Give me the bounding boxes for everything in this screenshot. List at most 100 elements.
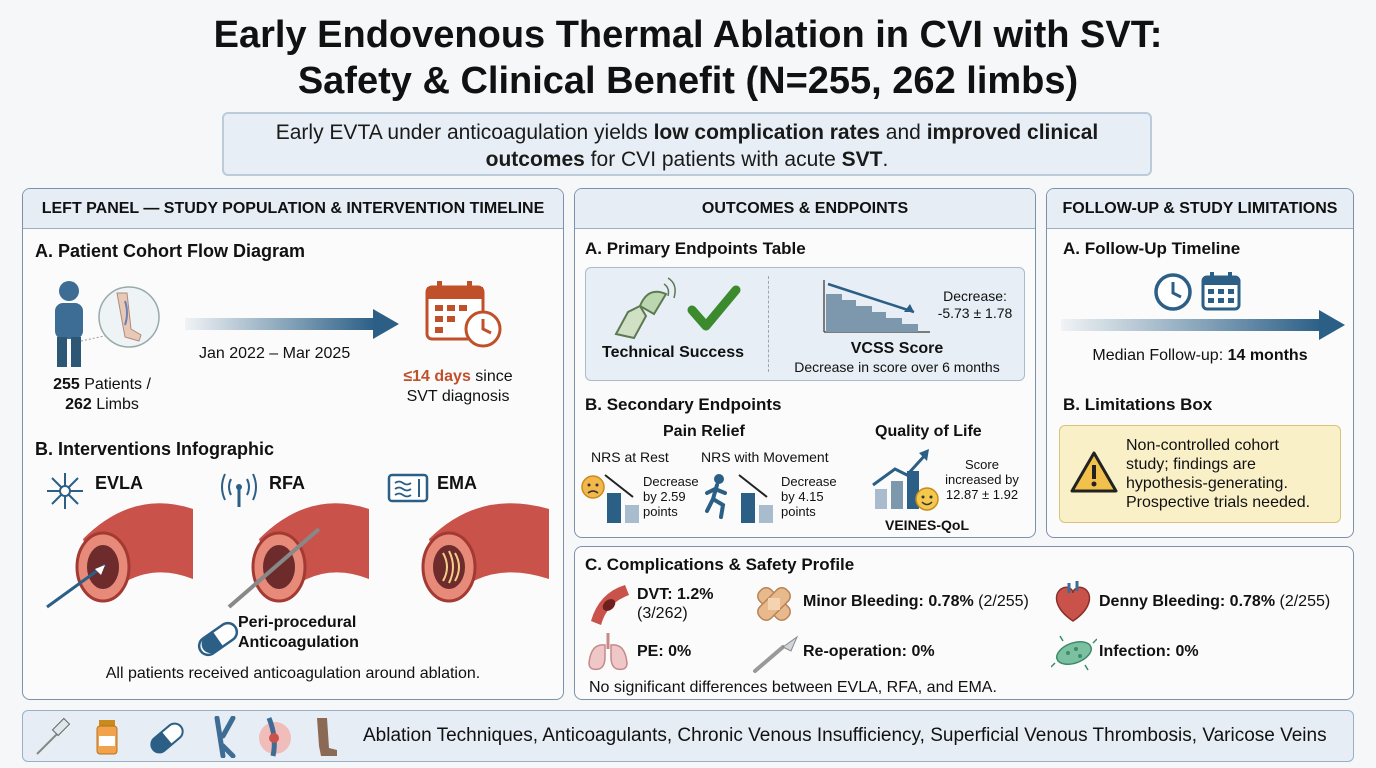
title-line-2: Safety & Clinical Benefit (N=255, 262 li… <box>297 60 1079 102</box>
vcss-decrease-label: Decrease: <box>943 288 1007 304</box>
radio-wave-icon <box>221 473 257 507</box>
keyword-icons <box>36 716 337 758</box>
limitations-text: Non-controlled cohort study; findings ar… <box>1126 436 1310 512</box>
nrs-move-value: Decrease by 4.15 points <box>781 474 837 519</box>
dvt-count: (3/262) <box>637 605 688 622</box>
limitation-line-2: study; findings are <box>1126 456 1256 473</box>
complications-footer: No significant differences between EVLA,… <box>589 679 997 696</box>
vein-icon <box>214 716 236 758</box>
evla-label: EVLA <box>95 473 144 493</box>
lungs-icon <box>588 633 628 671</box>
rfa-vessel <box>227 503 369 609</box>
heart-icon <box>1055 581 1091 622</box>
rfa-label: RFA <box>269 473 305 493</box>
minor-bleeding-stat: Minor Bleeding: 0.78% (2/255) <box>803 593 1029 611</box>
vcss-title: VCSS Score <box>850 340 944 357</box>
summary-bold: SVT <box>841 148 883 171</box>
clock-calendar-icon <box>1154 272 1241 311</box>
patient-icon <box>55 281 160 367</box>
reoperation-stat: Re-operation: 0% <box>803 643 935 660</box>
microwave-icon <box>387 473 429 503</box>
nrs-move-line-1: Decrease <box>781 474 837 489</box>
medicine-bottle-icon <box>96 720 118 755</box>
limitations-title: B. Limitations Box <box>1063 395 1213 414</box>
anticoagulation-label: Peri-procedural Anticoagulation <box>238 613 359 653</box>
keywords-text: Ablation Techniques, Anticoagulants, Chr… <box>363 725 1327 746</box>
warning-icon <box>1070 451 1118 493</box>
qol-line-1: Score <box>965 457 999 472</box>
followup-panel-header: FOLLOW-UP & STUDY LIMITATIONS <box>1047 189 1353 229</box>
days-bold: ≤14 days <box>403 368 471 385</box>
limbs-number: 262 <box>65 396 92 413</box>
pill-icon <box>197 621 239 657</box>
vcss-desc: Decrease in score over 6 months <box>794 359 1000 375</box>
thrombosis-icon <box>259 717 291 757</box>
summary-box: Early EVTA under anticoagulation yields … <box>222 112 1152 176</box>
qol-line-3: 12.87 ± 1.92 <box>945 487 1019 502</box>
left-panel-footer: All patients received anticoagulation ar… <box>105 665 481 682</box>
complications-title: C. Complications & Safety Profile <box>585 555 855 574</box>
patients-number: 255 <box>53 376 80 393</box>
leg-icon <box>317 718 337 756</box>
nrs-rest-line-3: points <box>643 504 678 519</box>
keyword-bar: Ablation Techniques, Anticoagulants, Chr… <box>22 710 1354 762</box>
summary-bold: low complication rates <box>653 121 880 144</box>
summary-text: for CVI patients with acute <box>584 148 842 171</box>
dvt-stat: DVT: 1.2% (3/262) <box>637 585 713 623</box>
minor-bleeding-count: (2/255) <box>973 593 1029 610</box>
table-divider <box>768 276 769 372</box>
outcomes-panel: OUTCOMES & ENDPOINTS A. Primary Endpoint… <box>574 188 1036 538</box>
denny-bleeding-label: Denny Bleeding: 0.78% <box>1099 593 1276 610</box>
days-text: since <box>470 368 513 385</box>
pain-relief-title: Pain Relief <box>663 423 745 440</box>
page-title: Early Endovenous Thermal Ablation in CVI… <box>0 12 1376 104</box>
vcss-decrease: Decrease: -5.73 ± 1.78 <box>930 288 1020 322</box>
limitations-box: Non-controlled cohort study; findings ar… <box>1059 425 1341 523</box>
bandage-icon <box>757 587 791 621</box>
qol-line-2: increased by <box>945 472 1019 487</box>
laser-icon <box>47 473 83 509</box>
ema-vessel <box>421 503 549 603</box>
nrs-move-title: NRS with Movement <box>701 449 829 465</box>
interventions-title: B. Interventions Infographic <box>35 439 275 459</box>
median-label: Median Follow-up: <box>1092 347 1228 364</box>
title-line-1: Early Endovenous Thermal Ablation in CVI… <box>213 14 1163 56</box>
followup-arrow <box>1061 310 1345 340</box>
dvt-label: DVT: 1.2% <box>637 586 714 603</box>
capsule-icon <box>150 722 184 754</box>
nrs-move-line-2: by 4.15 <box>781 489 824 504</box>
left-panel-header: LEFT PANEL — STUDY POPULATION & INTERVEN… <box>23 189 563 229</box>
minor-bleeding-label: Minor Bleeding: 0.78% <box>803 593 974 610</box>
veines-label: VEINES-QoL <box>885 517 970 533</box>
left-panel: LEFT PANEL — STUDY POPULATION & INTERVEN… <box>22 188 564 700</box>
evla-vessel <box>46 503 193 609</box>
outcomes-panel-header: OUTCOMES & ENDPOINTS <box>575 189 1035 229</box>
primary-endpoints-table: Technical Success Decrease: -5.73 ± 1.78… <box>585 267 1025 381</box>
median-followup: Median Follow-up: 14 months <box>1047 347 1353 365</box>
dvt-vessel-icon <box>591 585 629 625</box>
patients-label: Patients / <box>79 376 151 393</box>
svt-diagnosis: SVT diagnosis <box>406 388 510 405</box>
primary-endpoints-title: A. Primary Endpoints Table <box>585 239 806 258</box>
nrs-rest-line-2: by 2.59 <box>643 489 686 504</box>
summary-text: and <box>879 121 927 144</box>
pe-stat: PE: 0% <box>637 643 692 660</box>
summary-bold: improved clinical outcomes <box>485 121 1099 171</box>
cohort-title: A. Patient Cohort Flow Diagram <box>35 241 306 261</box>
calendar-clock-icon <box>425 281 502 348</box>
syringe-icon <box>36 717 71 755</box>
qol-value: Score increased by 12.87 ± 1.92 <box>937 457 1027 502</box>
bacteria-icon <box>1051 635 1097 671</box>
qol-growth-icon <box>872 449 939 511</box>
denny-bleeding-stat: Denny Bleeding: 0.78% (2/255) <box>1099 593 1330 611</box>
limbs-label: Limbs <box>91 396 139 413</box>
vcss-decrease-value: -5.73 ± 1.78 <box>937 305 1013 321</box>
median-value: 14 months <box>1227 347 1308 364</box>
ema-label: EMA <box>437 473 477 493</box>
secondary-endpoints-title: B. Secondary Endpoints <box>585 395 782 414</box>
limitation-line-3: hypothesis-generating. <box>1126 475 1288 492</box>
cohort-count: 255 Patients / 262 Limbs <box>37 375 167 415</box>
nrs-rest-title: NRS at Rest <box>591 449 669 465</box>
limitation-line-1: Non-controlled cohort <box>1126 437 1279 454</box>
summary-text: . <box>882 148 889 171</box>
